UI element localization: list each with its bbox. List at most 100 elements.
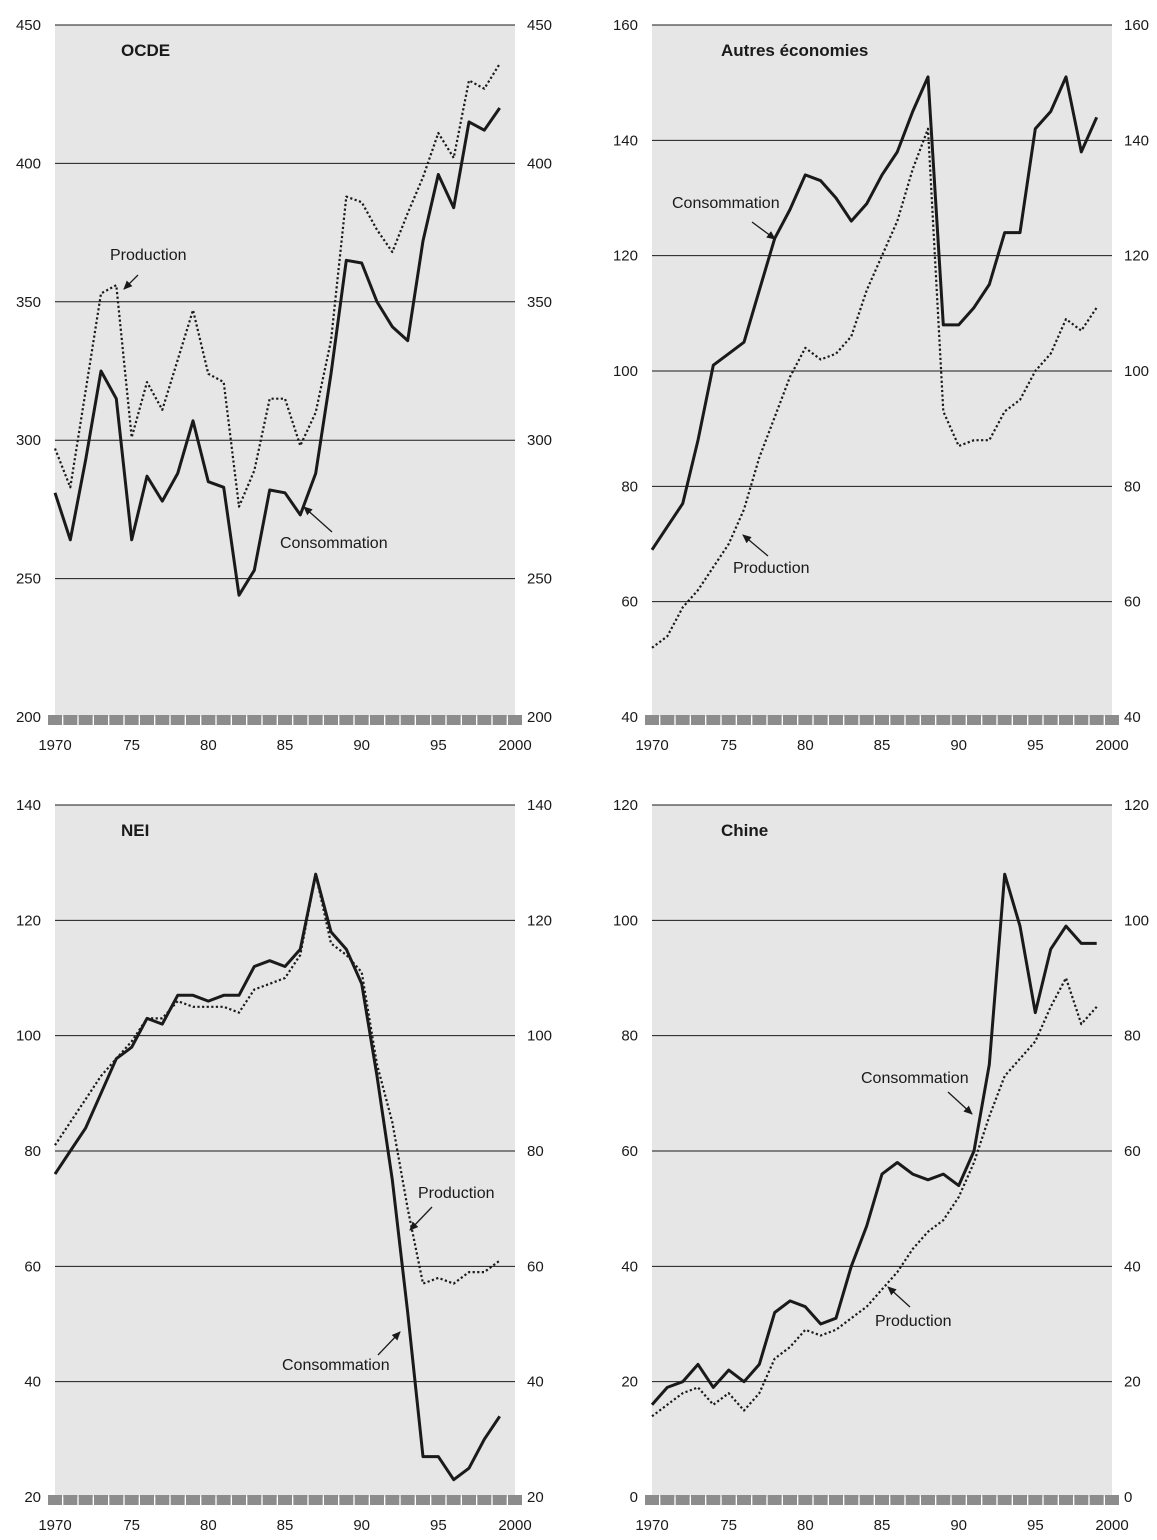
axis-dash-block bbox=[262, 1495, 277, 1505]
axis-dash-block bbox=[293, 715, 308, 725]
axis-dash-block bbox=[170, 1495, 185, 1505]
axis-dash-block bbox=[660, 1495, 675, 1505]
x-tick-label: 85 bbox=[277, 737, 294, 754]
y-tick-label-left: 80 bbox=[621, 1028, 638, 1045]
x-tick-label: 90 bbox=[950, 737, 967, 754]
y-tick-label-left: 120 bbox=[613, 797, 638, 814]
axis-dash-block bbox=[508, 1495, 522, 1505]
annotation-label: Production bbox=[110, 247, 187, 264]
annotation-label: Consommation bbox=[861, 1070, 969, 1087]
axis-dash-block bbox=[767, 715, 782, 725]
y-tick-label-left: 100 bbox=[613, 912, 638, 929]
axis-dash-block bbox=[278, 715, 292, 725]
y-tick-label-right: 100 bbox=[1124, 912, 1149, 929]
annotation-arrow bbox=[377, 1331, 401, 1356]
axis-dash-block bbox=[706, 715, 721, 725]
x-tick-label: 85 bbox=[874, 1517, 891, 1534]
x-tick-label: 1970 bbox=[635, 737, 668, 754]
y-tick-label-left: 250 bbox=[16, 571, 41, 588]
y-tick-label-right: 120 bbox=[527, 912, 552, 929]
axis-dash-block bbox=[1105, 1495, 1119, 1505]
x-tick-label: 75 bbox=[123, 737, 140, 754]
axis-dash-block bbox=[416, 1495, 430, 1505]
axis-dash-block bbox=[936, 1495, 951, 1505]
axis-dash-block bbox=[308, 1495, 323, 1505]
axis-dash-block bbox=[737, 1495, 751, 1505]
x-tick-label: 95 bbox=[430, 737, 447, 754]
series-line-consommation bbox=[650, 75, 1099, 551]
axis-dash-block bbox=[1089, 715, 1104, 725]
axis-dash-block bbox=[890, 715, 905, 725]
y-tick-label-left: 400 bbox=[16, 155, 41, 172]
axis-dash-block bbox=[645, 715, 659, 725]
axis-dash-block bbox=[247, 715, 262, 725]
annotation-arrow bbox=[123, 274, 139, 290]
y-tick-label-right: 250 bbox=[527, 571, 552, 588]
series-line-production bbox=[651, 127, 1098, 649]
axis-dash-block bbox=[1013, 715, 1027, 725]
series-line-consommation bbox=[650, 872, 1097, 1406]
annotation-label: Production bbox=[875, 1313, 952, 1330]
y-tick-label-right: 160 bbox=[1124, 17, 1149, 34]
axis-dash-block bbox=[155, 715, 170, 725]
axis-dash-block bbox=[859, 1495, 874, 1505]
axis-dash-block bbox=[875, 715, 889, 725]
axis-dash-block bbox=[431, 715, 446, 725]
axis-dash-block bbox=[216, 1495, 231, 1505]
y-tick-label-left: 80 bbox=[24, 1143, 41, 1160]
y-tick-label-left: 120 bbox=[613, 248, 638, 265]
axis-dash-block bbox=[675, 1495, 690, 1505]
axis-dash-block bbox=[905, 1495, 920, 1505]
axis-dash-block bbox=[278, 1495, 292, 1505]
axis-dash-block bbox=[783, 715, 797, 725]
axis-dash-block bbox=[1074, 1495, 1089, 1505]
axis-dash-block bbox=[124, 715, 139, 725]
y-tick-label-right: 140 bbox=[1124, 132, 1149, 149]
axis-dash-block bbox=[400, 715, 415, 725]
axis-dash-block bbox=[875, 1495, 889, 1505]
axis-dash-block bbox=[951, 715, 966, 725]
series-line-production bbox=[53, 63, 501, 508]
axis-dash-block bbox=[416, 715, 430, 725]
y-tick-label-left: 40 bbox=[621, 709, 638, 726]
axis-dash-block bbox=[1105, 715, 1119, 725]
axis-dash-block bbox=[1059, 715, 1073, 725]
axis-dash-block bbox=[905, 715, 920, 725]
y-tick-label-right: 40 bbox=[1124, 1258, 1141, 1275]
axis-dash-block bbox=[1074, 715, 1089, 725]
axis-dash-block bbox=[155, 1495, 170, 1505]
y-tick-label-right: 40 bbox=[527, 1374, 544, 1391]
chart-panel: 40 40 60 60 80 80 100 100 120 120 140 140 160 160 1970… bbox=[613, 17, 1149, 754]
x-tick-label: 75 bbox=[720, 737, 737, 754]
y-tick-label-right: 400 bbox=[527, 155, 552, 172]
axis-dash-block bbox=[216, 715, 231, 725]
y-tick-label-left: 60 bbox=[621, 594, 638, 611]
annotation-arrow bbox=[742, 534, 769, 557]
axis-dash-block bbox=[675, 715, 690, 725]
annotation-arrow bbox=[303, 506, 333, 533]
annotation-label: Consommation bbox=[672, 195, 780, 212]
annotation-label: Consommation bbox=[280, 535, 388, 552]
axis-dash-block bbox=[829, 1495, 843, 1505]
x-tick-label: 90 bbox=[950, 1517, 967, 1534]
chart-title: NEI bbox=[121, 821, 149, 840]
y-tick-label-right: 120 bbox=[1124, 797, 1149, 814]
y-tick-label-left: 350 bbox=[16, 294, 41, 311]
axis-dash-block bbox=[798, 1495, 813, 1505]
axis-dash-block bbox=[492, 1495, 507, 1505]
axis-dash-block bbox=[308, 715, 323, 725]
axis-dash-block bbox=[967, 715, 981, 725]
axis-dash-block bbox=[324, 715, 338, 725]
axis-dash-block bbox=[186, 715, 200, 725]
y-tick-label-right: 60 bbox=[1124, 594, 1141, 611]
axis-dash-block bbox=[462, 1495, 476, 1505]
axis-dash-block bbox=[721, 1495, 736, 1505]
axis-dash-block bbox=[951, 1495, 966, 1505]
y-tick-label-left: 20 bbox=[621, 1374, 638, 1391]
axis-dash-block bbox=[1043, 1495, 1058, 1505]
axis-dash-block bbox=[921, 715, 935, 725]
axis-dash-block bbox=[967, 1495, 981, 1505]
x-tick-label: 85 bbox=[874, 737, 891, 754]
annotation-arrow bbox=[887, 1286, 911, 1308]
axis-dash-block bbox=[247, 1495, 262, 1505]
